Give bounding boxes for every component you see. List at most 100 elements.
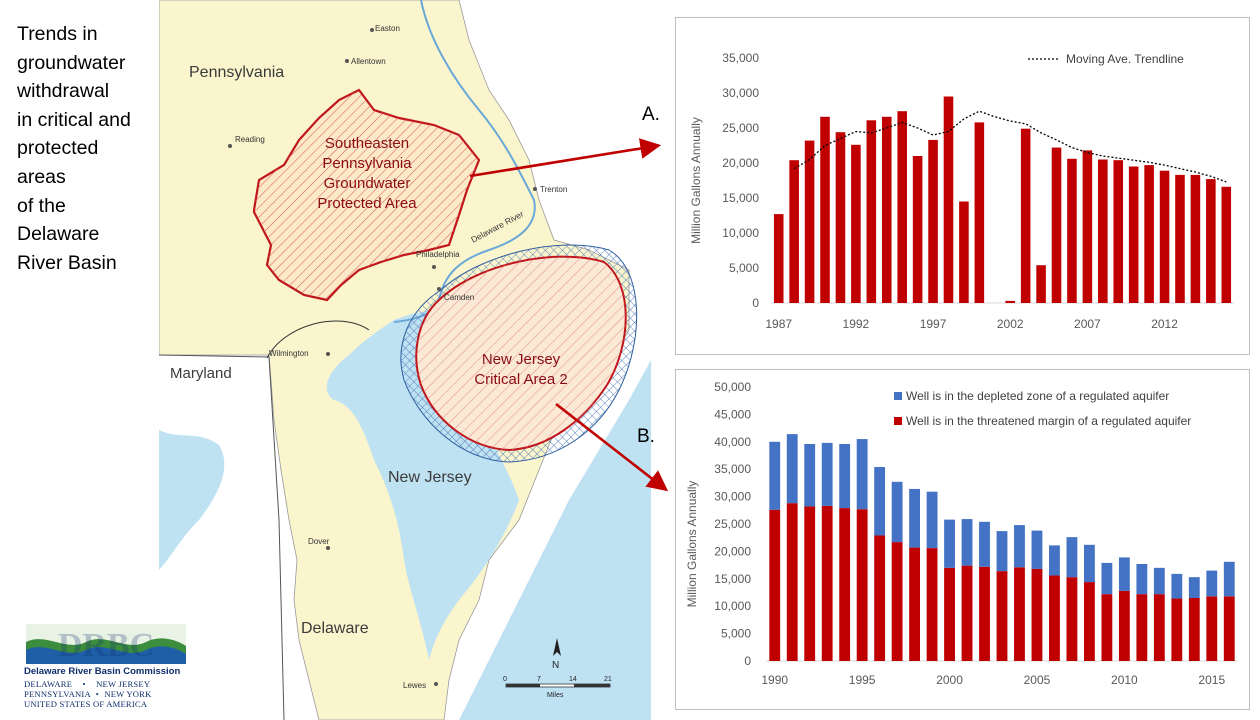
title-line: River Basin [17, 251, 117, 274]
city-label-reading: Reading [235, 135, 265, 144]
pa-area-label-line: Protected Area [317, 195, 417, 212]
bar [1128, 166, 1139, 303]
city-label-allentown: Allentown [351, 57, 386, 66]
city-label-wilmington: Wilmington [269, 349, 309, 358]
bar-threatened-margin [1031, 568, 1043, 661]
y-tick-label: 15,000 [714, 572, 751, 586]
bar-threatened-margin [1171, 598, 1183, 661]
drbc-logo-mark-icon: DRBC [26, 624, 186, 664]
bar-depleted-zone [856, 439, 868, 510]
bar-threatened-margin [1083, 582, 1095, 661]
drbc-logo: DRBC Delaware River Basin Commission DEL… [24, 624, 190, 710]
y-axis-title: Million Gallons Annually [685, 481, 699, 608]
north-label: N [552, 660, 559, 671]
bar-depleted-zone [944, 519, 955, 568]
bar-threatened-margin [979, 566, 990, 661]
bar [959, 201, 969, 303]
bar [881, 116, 892, 303]
y-tick-label: 40,000 [714, 435, 751, 449]
pa-area-label-line: Pennsylvania [322, 155, 412, 172]
title-line: of the [17, 194, 66, 217]
title-line: withdrawal [17, 80, 110, 103]
bar-threatened-margin [1223, 596, 1235, 661]
bar [1175, 174, 1185, 303]
bar-threatened-margin [1188, 597, 1200, 661]
bar-depleted-zone [926, 491, 938, 549]
bar [866, 120, 877, 303]
state-label-new-jersey: New Jersey [388, 469, 472, 486]
y-tick-label: 0 [752, 296, 759, 310]
scale-bar: 0 7 14 21 Miles [503, 676, 612, 699]
logo-state: NEW YORK [104, 689, 152, 699]
city-marker [432, 265, 436, 269]
state-border-md [159, 354, 285, 720]
bar [897, 111, 907, 303]
title-line: areas [17, 165, 66, 188]
nj-critical-hatch [416, 256, 626, 450]
scale-unit: Miles [547, 692, 564, 699]
bar-depleted-zone [1066, 537, 1078, 578]
bar-depleted-zone [1031, 530, 1043, 569]
bar [1190, 174, 1201, 303]
bar-depleted-zone [839, 443, 851, 509]
logo-state: DELAWARE [24, 679, 73, 689]
y-tick-label: 5,000 [729, 261, 759, 275]
bar-depleted-zone [1049, 545, 1060, 576]
page-title: Trends in groundwater withdrawal in crit… [17, 20, 157, 277]
bar [851, 144, 861, 303]
city-label-easton: Easton [375, 24, 400, 33]
y-tick-label: 10,000 [714, 599, 751, 613]
bar-threatened-margin [909, 547, 921, 661]
bar [1005, 300, 1016, 303]
title-line: Delaware [17, 223, 100, 246]
x-tick-label: 2012 [1151, 317, 1178, 331]
bar [773, 214, 784, 303]
bar-threatened-margin [1049, 575, 1060, 661]
pa-area-label-line: Groundwater [324, 175, 411, 192]
bar-depleted-zone [1083, 544, 1095, 583]
bar [943, 96, 954, 303]
y-tick-label: 15,000 [722, 191, 759, 205]
x-tick-label: 2005 [1024, 673, 1051, 687]
scale-tick: 14 [569, 676, 577, 683]
city-marker [533, 187, 537, 191]
bar [1036, 265, 1046, 303]
bar-depleted-zone [996, 531, 1008, 572]
scale-tick: 0 [503, 676, 507, 683]
bar-depleted-zone [1206, 570, 1218, 597]
x-tick-label: 1992 [843, 317, 870, 331]
legend-depleted-swatch [894, 392, 902, 400]
bar-threatened-margin [1136, 594, 1148, 661]
y-tick-label: 30,000 [714, 490, 751, 504]
y-tick-label: 50,000 [714, 380, 751, 394]
bar-depleted-zone [874, 467, 886, 536]
y-tick-label: 20,000 [714, 544, 751, 558]
bar-depleted-zone [1101, 562, 1113, 595]
bar-threatened-margin [996, 571, 1008, 661]
bar-depleted-zone [821, 442, 833, 506]
city-label-philadelphia: Philadelphia [416, 250, 460, 259]
city-marker [326, 546, 330, 550]
chart-a-svg: 0 5,000 10,000 15,000 20,000 25,000 30,000 35,0… [689, 51, 1234, 331]
y-tick-label: 10,000 [722, 226, 759, 240]
bar [820, 116, 830, 303]
chesapeake-water [159, 430, 225, 570]
y-tick-label: 35,000 [714, 462, 751, 476]
north-arrow-icon: N [552, 638, 561, 671]
scale-tick: 7 [537, 676, 541, 683]
bar-depleted-zone [1188, 577, 1200, 598]
city-marker [228, 144, 232, 148]
x-tick-label: 2015 [1198, 673, 1225, 687]
city-label-trenton: Trenton [540, 185, 567, 194]
state-label-maryland: Maryland [170, 365, 232, 382]
bar [1098, 159, 1108, 303]
bar-depleted-zone [1223, 561, 1235, 597]
arrow-label-b: B. [637, 426, 655, 447]
title-line: Trends in [17, 23, 98, 45]
chart-b-svg: 0 5,000 10,000 15,000 20,000 25,000 30,000 35,0… [685, 380, 1238, 687]
bar [1159, 170, 1170, 303]
bar-depleted-zone [786, 434, 798, 504]
bar-threatened-margin [1153, 594, 1165, 661]
state-label-delaware: Delaware [301, 620, 369, 637]
x-tick-label: 2002 [997, 317, 1024, 331]
